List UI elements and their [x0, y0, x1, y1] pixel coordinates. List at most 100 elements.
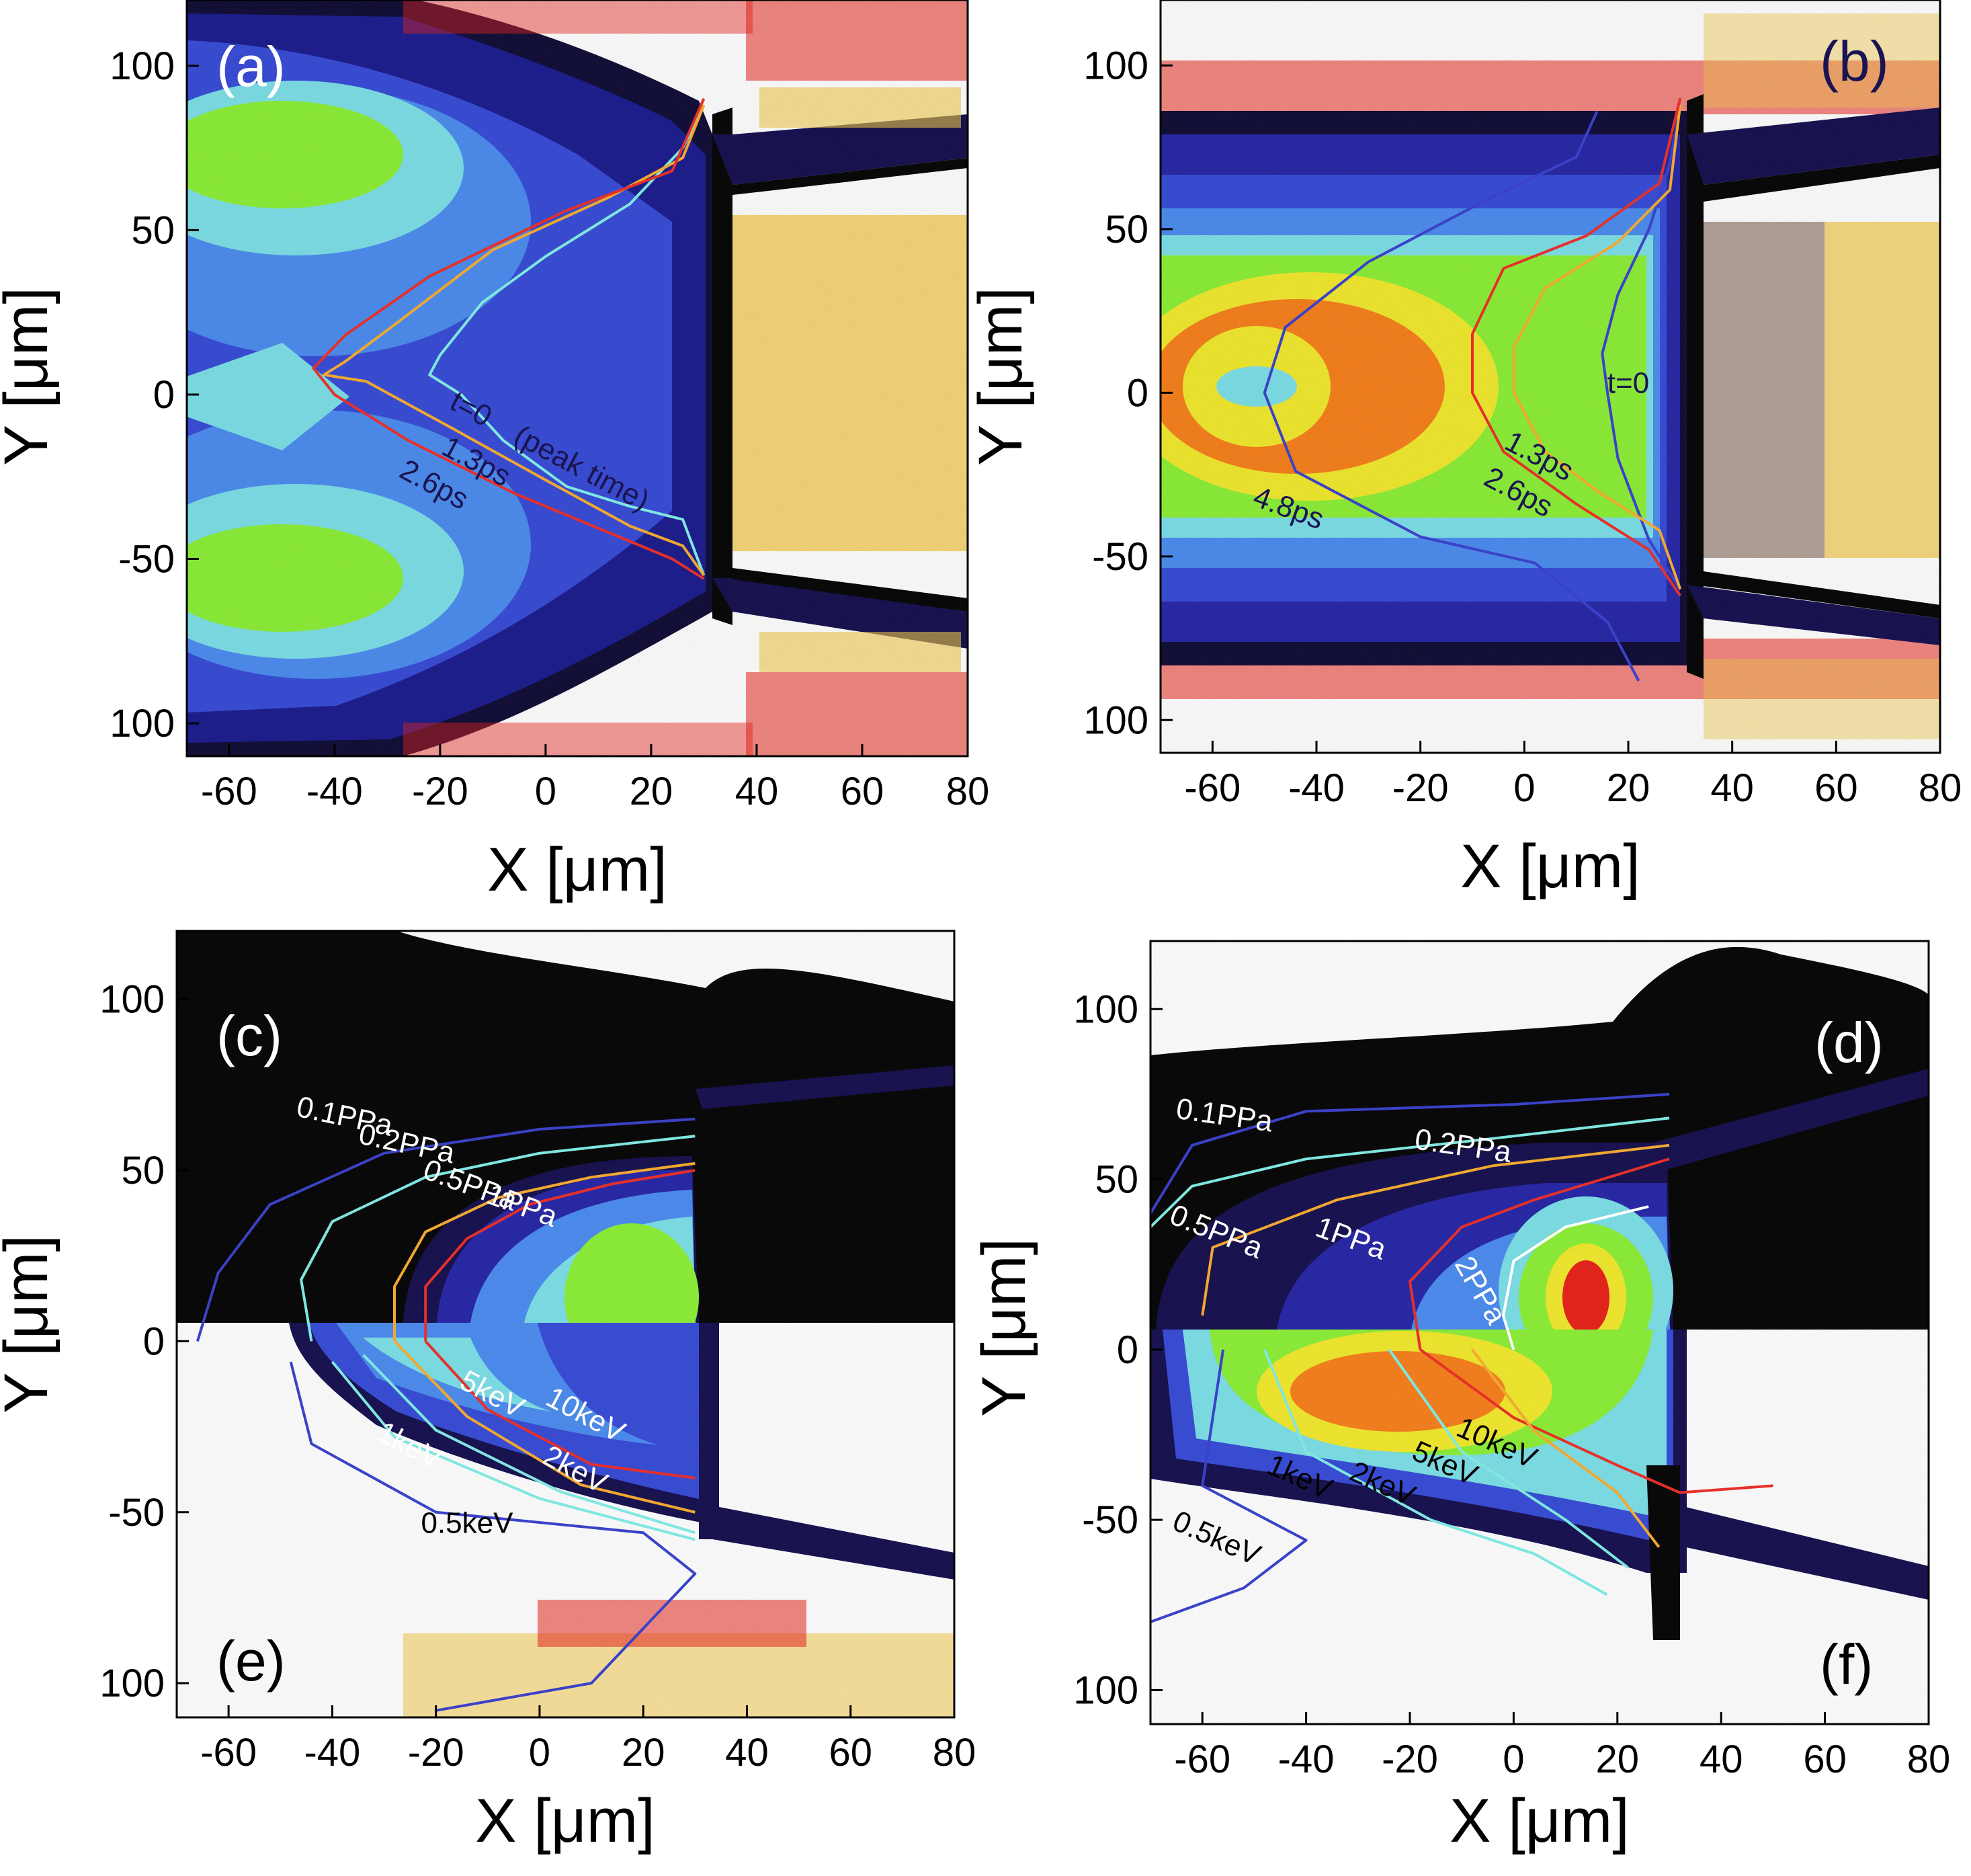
contour-2kev — [1388, 1348, 1629, 1569]
x-ticks-df: -60 -40 -20 0 20 40 60 80 — [1174, 1712, 1950, 1781]
contours-a — [312, 97, 706, 580]
contour-1ppa — [424, 1169, 696, 1342]
y-tick-label: 50 — [121, 1149, 165, 1192]
contours-ce — [196, 1117, 697, 1712]
x-tick-label: 80 — [1919, 766, 1962, 810]
y-tick-label: 100 — [1083, 44, 1148, 87]
x-tick-label: -40 — [1288, 766, 1345, 810]
y-axis-label-b: Y [μm] — [966, 287, 1035, 466]
y-tick-label: 50 — [1095, 1158, 1138, 1202]
y-tick-label: 50 — [131, 208, 175, 252]
x-tick-label: 40 — [1710, 766, 1754, 810]
x-axis-label-a: X [μm] — [487, 835, 667, 904]
panel-label-e: (e) — [216, 1629, 286, 1693]
x-tick-label: 20 — [1607, 766, 1650, 810]
x-tick-label: -20 — [1392, 766, 1449, 810]
y-tick-label: 0 — [1127, 371, 1148, 415]
x-tick-label: 80 — [1907, 1738, 1951, 1781]
contour-0.5kev — [1150, 1349, 1308, 1623]
contours-df — [1149, 1092, 1773, 1623]
y-ticks-a: 100 50 0 -50 100 — [110, 44, 199, 745]
y-tick-label: 0 — [1117, 1328, 1138, 1372]
contour-1.3ps — [1512, 104, 1682, 590]
x-tick-label: 0 — [529, 1731, 550, 1775]
y-tick-label: 0 — [143, 1319, 165, 1363]
x-tick-label: 60 — [829, 1731, 872, 1775]
contours-b — [1263, 97, 1682, 682]
contour-1kev — [1263, 1349, 1608, 1596]
x-axis-label-b: X [μm] — [1460, 832, 1640, 901]
contour-0.5ppa — [1201, 1143, 1670, 1316]
y-ticks-b: 100 50 0 -50 100 — [1083, 44, 1173, 742]
x-tick-label: -40 — [1278, 1738, 1335, 1781]
contour-4.8ps — [1263, 110, 1640, 682]
x-axis-label-ce: X [μm] — [475, 1787, 655, 1855]
panel-label-c: (c) — [216, 1004, 282, 1067]
x-tick-label: 20 — [630, 770, 673, 813]
y-ticks-df: 100 50 0 -50 100 — [1073, 987, 1163, 1712]
x-tick-label: 60 — [841, 770, 884, 813]
x-tick-label: 0 — [535, 770, 556, 813]
y-tick-label: 100 — [99, 1662, 165, 1705]
contour-0.1ppa — [1149, 1092, 1670, 1215]
x-tick-label: -40 — [304, 1731, 360, 1775]
x-tick-label: 80 — [946, 770, 990, 813]
y-tick-label: -50 — [1092, 535, 1148, 579]
contour-2ppa — [1502, 1205, 1649, 1350]
x-tick-label: 20 — [622, 1731, 665, 1775]
contour-0.1ppa — [196, 1117, 696, 1342]
heatmap-b — [1161, 0, 1940, 753]
x-tick-label: 80 — [933, 1731, 976, 1775]
contour-0.2ppa — [300, 1135, 696, 1342]
y-ticks-ce: 100 50 0 -50 100 — [99, 978, 189, 1705]
y-tick-label: 50 — [1105, 208, 1148, 251]
x-tick-label: -20 — [412, 770, 468, 813]
y-tick-label: -50 — [118, 538, 175, 581]
x-tick-label: 40 — [735, 770, 779, 813]
x-ticks-b: -60 -40 -20 0 20 40 60 80 — [1184, 741, 1962, 810]
heatmap-ce — [177, 931, 954, 1717]
x-tick-label: 0 — [1513, 766, 1535, 810]
x-tick-label: 40 — [1700, 1738, 1743, 1781]
y-tick-label: 100 — [99, 978, 165, 1022]
y-tick-label: 100 — [110, 44, 175, 88]
y-tick-label: -50 — [108, 1491, 165, 1535]
contour-label: 0.5keV — [421, 1506, 513, 1539]
y-tick-label: 0 — [153, 373, 175, 417]
x-ticks-a: -60 -40 -20 0 20 40 60 80 — [201, 744, 989, 813]
y-tick-label: 100 — [1073, 1668, 1138, 1712]
panel-label-d: (d) — [1814, 1011, 1884, 1074]
x-tick-label: 0 — [1503, 1738, 1524, 1781]
contour-t0 — [1601, 104, 1682, 590]
contour-1ppa — [1409, 1157, 1670, 1350]
y-tick-label: 100 — [1083, 698, 1148, 742]
contour-5kev — [1471, 1348, 1661, 1548]
heatmap-a — [187, 0, 968, 756]
contour-10kev — [1419, 1348, 1773, 1494]
x-ticks-ce: -60 -40 -20 0 20 40 60 80 — [200, 1705, 976, 1775]
x-tick-label: 20 — [1596, 1738, 1640, 1781]
x-tick-label: -20 — [1382, 1738, 1438, 1781]
contour-0.5kev — [289, 1361, 697, 1712]
y-tick-label: 100 — [110, 702, 175, 745]
contour-1.3ps — [323, 104, 706, 577]
y-axis-label-a: Y [μm] — [0, 287, 60, 466]
x-tick-label: -60 — [1184, 766, 1241, 810]
y-axis-label-df: Y [μm] — [970, 1238, 1038, 1417]
contour-2kev — [362, 1354, 696, 1535]
x-tick-label: 60 — [1803, 1738, 1847, 1781]
x-tick-label: -60 — [201, 770, 257, 813]
contour-0.2ppa — [1149, 1116, 1670, 1228]
contour-t0 — [428, 104, 706, 576]
contour-0.5ppa — [393, 1161, 696, 1342]
x-tick-label: -20 — [408, 1731, 464, 1775]
panel-label-b: (b) — [1820, 30, 1889, 93]
y-tick-label: 100 — [1073, 987, 1138, 1031]
panel-label-a: (a) — [216, 35, 286, 98]
x-tick-label: -40 — [306, 770, 363, 813]
